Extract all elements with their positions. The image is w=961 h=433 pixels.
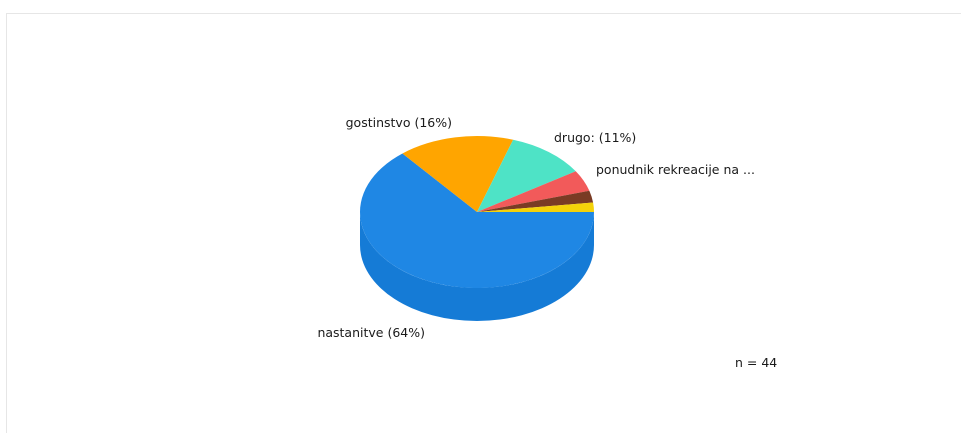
pie-slice-3 bbox=[477, 171, 590, 212]
pie-slice-side-0 bbox=[360, 212, 594, 321]
pie-labels: nastanitve (64%) gostinstvo (16%) drugo: (… bbox=[317, 115, 755, 340]
pie-sides bbox=[360, 212, 594, 321]
pie-slice-2 bbox=[477, 139, 576, 212]
pie-slice-0 bbox=[360, 153, 594, 288]
sample-size-note: n = 44 bbox=[735, 355, 777, 370]
pie-tops bbox=[360, 136, 594, 288]
pie-slice-4 bbox=[477, 190, 594, 212]
slice-label-1: gostinstvo (16%) bbox=[346, 115, 452, 130]
pie-slice-5 bbox=[477, 202, 594, 212]
slice-label-0: nastanitve (64%) bbox=[317, 325, 425, 340]
chart-frame bbox=[6, 13, 961, 433]
slice-label-3: ponudnik rekreacije na ... bbox=[596, 162, 755, 177]
slice-label-2: drugo: (11%) bbox=[554, 130, 636, 145]
pie-slice-1 bbox=[402, 136, 514, 212]
